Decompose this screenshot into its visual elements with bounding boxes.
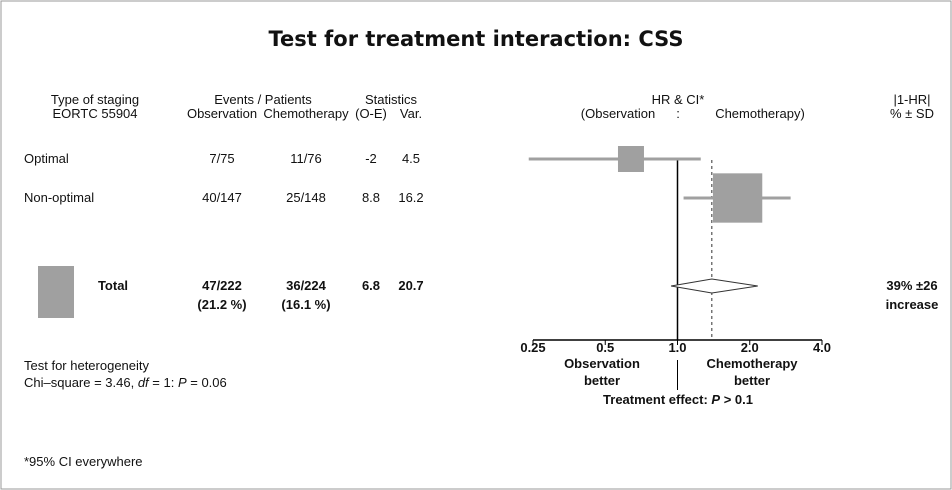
x-tick-label: 1.0 [668,340,686,355]
axis-label: Chemotherapy [706,356,798,371]
heterogeneity-part: P [178,375,187,390]
axis-label: better [584,373,620,388]
cell: 47/222 [202,278,242,293]
cell: 40/147 [202,190,242,205]
cell: 20.7 [398,278,423,293]
heterogeneity-part: df [138,375,150,390]
header: (O-E) [355,106,387,121]
x-tick-label: 0.25 [520,340,545,355]
header: : [676,106,680,121]
cell: 4.5 [402,151,420,166]
cell: 36/224 [286,278,327,293]
cell: 11/76 [290,151,322,166]
row-label: Non-optimal [24,190,94,205]
header: Statistics [365,92,418,107]
header: % ± SD [890,106,934,121]
effect: Treatment effect: P > 0.1 [603,392,753,407]
axis-label: Observation [564,356,640,371]
x-tick-label: 0.5 [596,340,614,355]
footnote: *95% CI everywhere [24,454,143,469]
row-label: Optimal [24,151,69,166]
effect-part: P [711,392,720,407]
heterogeneity-title: Test for heterogeneity [24,358,150,373]
cell: -2 [365,151,377,166]
cell: 16.2 [398,190,423,205]
x-tick-label: 4.0 [813,340,831,355]
axis-label: better [734,373,770,388]
chart-title: Test for treatment interaction: CSS [269,27,684,51]
header: Chemotherapy) [715,106,805,121]
hr-square [617,146,644,172]
cell: 25/148 [286,190,326,205]
header: (Observation [581,106,655,121]
header: Events / Patients [214,92,312,107]
total-label: Total [98,278,128,293]
cell: (21.2 %) [197,297,246,312]
cell: 6.8 [362,278,380,293]
heterogeneity-part: = 1: [149,375,178,390]
cell: 39% ±26 [886,278,937,293]
heterogeneity-part: Chi–square = 3.46, [24,375,138,390]
header: Observation [187,106,257,121]
cell: 7/75 [209,151,234,166]
heterogeneity: Chi–square = 3.46, df = 1: P = 0.06 [24,375,227,390]
total-symbol [38,266,74,318]
effect-part: Treatment effect: [603,392,711,407]
cell: (16.1 %) [281,297,330,312]
cell: increase [886,297,939,312]
cell: 8.8 [362,190,380,205]
hr-square [712,173,763,223]
header: Chemotherapy [263,106,349,121]
heterogeneity-part: = 0.06 [187,375,227,390]
total-diamond [670,278,758,294]
header: Type of staging [51,92,139,107]
header: Var. [400,106,422,121]
x-tick-label: 2.0 [741,340,759,355]
effect-part: > 0.1 [720,392,753,407]
header: |1-HR| [893,92,930,107]
header: EORTC 55904 [52,106,137,121]
header: HR & CI* [652,92,705,107]
